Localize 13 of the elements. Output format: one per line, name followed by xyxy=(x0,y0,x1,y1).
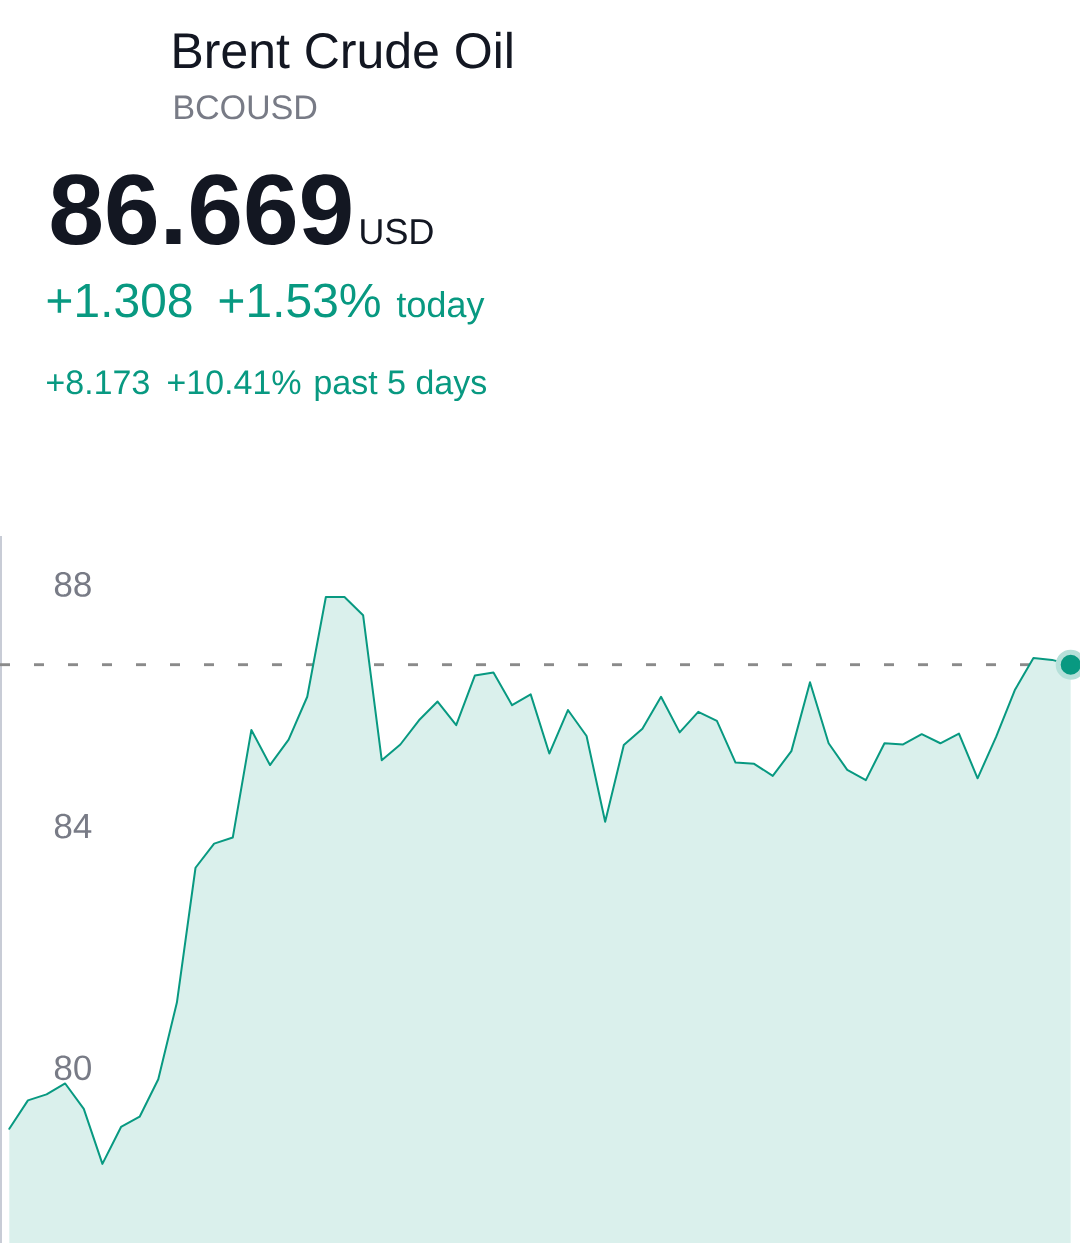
text: +1.308 xyxy=(47,283,192,318)
text: past 5 days xyxy=(315,369,487,402)
y-tick-label: 84 xyxy=(54,813,92,839)
text: +10.41% xyxy=(168,370,301,395)
text: 86.669 xyxy=(51,174,351,245)
chart-title: Brent Crude Oil xyxy=(174,31,512,69)
text: +1.53% xyxy=(219,283,380,318)
text: USD xyxy=(361,218,433,245)
chart-subtitle: BCOUSD xyxy=(175,95,317,120)
text: +8.173 xyxy=(47,370,149,395)
y-tick-label: 80 xyxy=(54,1055,91,1081)
text: today xyxy=(396,290,485,325)
y-tick-label: 88 xyxy=(54,571,91,597)
